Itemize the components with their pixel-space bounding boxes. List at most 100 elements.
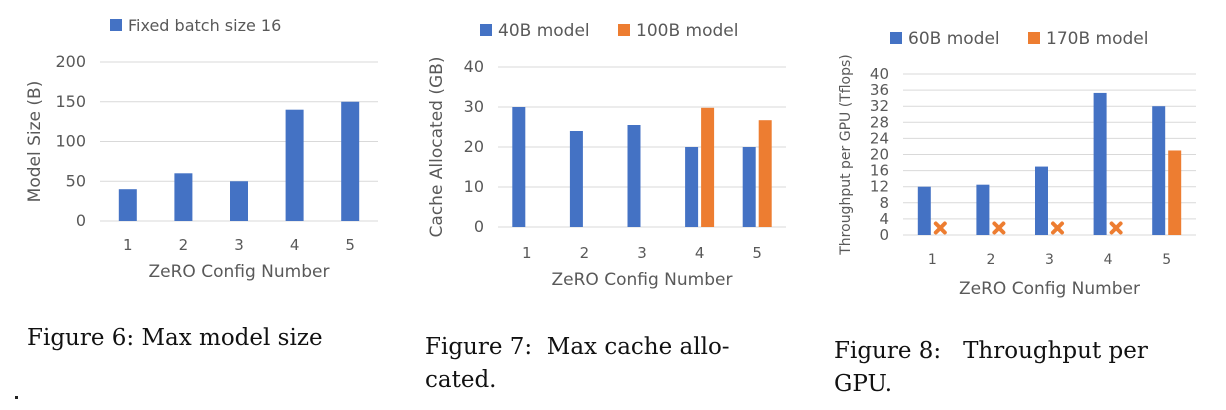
- legend-swatch-icon: [618, 24, 630, 36]
- y-tick-label: 4: [879, 210, 889, 228]
- figure-7: 0 10 20 30 40 Cache Allocated (GB) 1 2 3 4 5 ZeRO C…: [410, 0, 810, 300]
- x-tick-label: 4: [290, 236, 300, 254]
- caption-line-2: GPU.: [834, 371, 893, 397]
- x-tick-label: 2: [580, 244, 590, 262]
- y-axis-label: Model Size (B): [25, 81, 45, 203]
- legend-swatch-icon: [480, 24, 492, 36]
- legend-item: 100B model: [618, 21, 738, 41]
- gridlines: [903, 73, 1196, 236]
- x-axis: 1 2 3 4 5 ZeRO Config Number: [123, 236, 355, 282]
- x-marker-icon: [933, 221, 947, 235]
- bar-fixed-batch-size-16-2: [174, 173, 193, 221]
- y-tick-label: 16: [870, 162, 889, 180]
- x-axis-label: ZeRO Config Number: [959, 279, 1140, 299]
- legend-label: 170B model: [1046, 29, 1148, 49]
- x-tick-label: 1: [928, 252, 937, 268]
- legend: 60B model 170B model: [890, 29, 1148, 49]
- y-tick-label: 150: [55, 92, 86, 111]
- caption-line-1: Figure 7: Max cache allo-: [425, 334, 730, 360]
- bar-40b-model-4: [685, 147, 699, 227]
- y-tick-label: 20: [870, 146, 889, 164]
- bar-60b-model-5: [1152, 106, 1166, 235]
- legend-label: 100B model: [636, 21, 738, 41]
- legend-label: 60B model: [908, 29, 1000, 49]
- figure-8-caption: Figure 8: Throughput per GPU.: [834, 335, 1148, 401]
- legend-item: Fixed batch size 16: [110, 16, 281, 35]
- x-tick-label: 5: [1162, 252, 1171, 268]
- y-tick-label: 50: [66, 171, 86, 190]
- figure-7-caption: Figure 7: Max cache allo- cated.: [425, 331, 730, 397]
- x-tick-label: 5: [345, 236, 355, 254]
- x-tick-label: 2: [179, 236, 189, 254]
- x-tick-label: 4: [1104, 252, 1113, 268]
- x-tick-label: 2: [986, 252, 995, 268]
- x-tick-label: 3: [234, 236, 244, 254]
- bar-100b-model-5: [758, 120, 772, 227]
- legend-item: 40B model: [480, 21, 590, 41]
- figure-6: 0 50 100 150 200 Model Size (B) 1 2 3 4 5 ZeRO Conf…: [0, 0, 400, 300]
- bars: [917, 92, 1182, 235]
- y-tick-label: 36: [870, 81, 889, 99]
- bar-fixed-batch-size-16-1: [118, 189, 137, 221]
- x-marker-icon: [1109, 221, 1123, 235]
- chart-max-model-size: 0 50 100 150 200 Model Size (B) 1 2 3 4 5 ZeRO Conf…: [25, 16, 378, 282]
- bar-60b-model-1: [917, 186, 931, 235]
- y-tick-label: 30: [464, 97, 484, 116]
- y-tick-label: 0: [76, 211, 86, 230]
- chart-max-cache-allocated: 0 10 20 30 40 Cache Allocated (GB) 1 2 3 4 5 ZeRO C…: [427, 21, 786, 290]
- bars: [512, 107, 772, 227]
- x-tick-label: 1: [123, 236, 133, 254]
- y-tick-label: 32: [870, 97, 889, 115]
- x-axis-label: ZeRO Config Number: [552, 270, 733, 290]
- bar-fixed-batch-size-16-4: [285, 109, 304, 221]
- x-axis-label: ZeRO Config Number: [149, 262, 330, 282]
- y-tick-label: 40: [464, 57, 484, 76]
- legend: 40B model 100B model: [480, 21, 738, 41]
- figure-8: 0 4 8 12 16 20 24 28 32 36 40 Throughput per GPU (T…: [820, 0, 1226, 310]
- bar-100b-model-4: [701, 107, 715, 227]
- bar-40b-model-5: [742, 147, 756, 227]
- legend-swatch-icon: [1028, 32, 1040, 44]
- y-tick-label: 0: [474, 217, 484, 236]
- x-axis: 1 2 3 4 5 ZeRO Config Number: [522, 244, 762, 290]
- x-tick-label: 3: [637, 244, 647, 262]
- y-tick-label: 8: [879, 194, 889, 212]
- x-tick-label: 4: [695, 244, 705, 262]
- y-tick-label: 40: [870, 65, 889, 83]
- legend-item: 170B model: [1028, 29, 1148, 49]
- gridlines: [498, 66, 786, 228]
- caption-text: Figure 6: Max model size: [27, 325, 323, 351]
- bar-40b-model-1: [512, 107, 526, 227]
- bar-40b-model-3: [627, 125, 641, 227]
- x-tick-label: 1: [522, 244, 532, 262]
- caption-line-2: cated.: [425, 367, 497, 393]
- legend-swatch-icon: [110, 19, 122, 31]
- stray-period: [15, 396, 18, 399]
- y-tick-label: 12: [870, 178, 889, 196]
- bar-40b-model-2: [569, 131, 583, 227]
- bar-60b-model-4: [1093, 92, 1107, 235]
- y-tick-label: 0: [879, 226, 889, 244]
- bar-fixed-batch-size-16-5: [341, 101, 360, 221]
- legend-label: 40B model: [498, 21, 590, 41]
- bar-60b-model-2: [976, 184, 990, 235]
- x-axis: 1 2 3 4 5 ZeRO Config Number: [928, 252, 1171, 299]
- caption-line-1: Figure 8: Throughput per: [834, 338, 1148, 364]
- y-axis: 0 50 100 150 200 Model Size (B): [25, 52, 86, 230]
- legend-swatch-icon: [890, 32, 902, 44]
- x-tick-label: 3: [1045, 252, 1054, 268]
- y-tick-label: 10: [464, 177, 484, 196]
- y-tick-label: 100: [55, 132, 86, 151]
- y-tick-label: 200: [55, 52, 86, 71]
- figure-6-caption: Figure 6: Max model size: [27, 322, 323, 355]
- x-tick-label: 5: [752, 244, 762, 262]
- y-tick-label: 24: [870, 129, 889, 147]
- bar-60b-model-3: [1035, 166, 1048, 235]
- y-axis-label: Throughput per GPU (Tflops): [838, 54, 854, 256]
- y-axis: 0 10 20 30 40 Cache Allocated (GB): [427, 57, 484, 238]
- gridlines: [100, 61, 378, 222]
- legend-item: 60B model: [890, 29, 1000, 49]
- y-tick-label: 28: [870, 113, 889, 131]
